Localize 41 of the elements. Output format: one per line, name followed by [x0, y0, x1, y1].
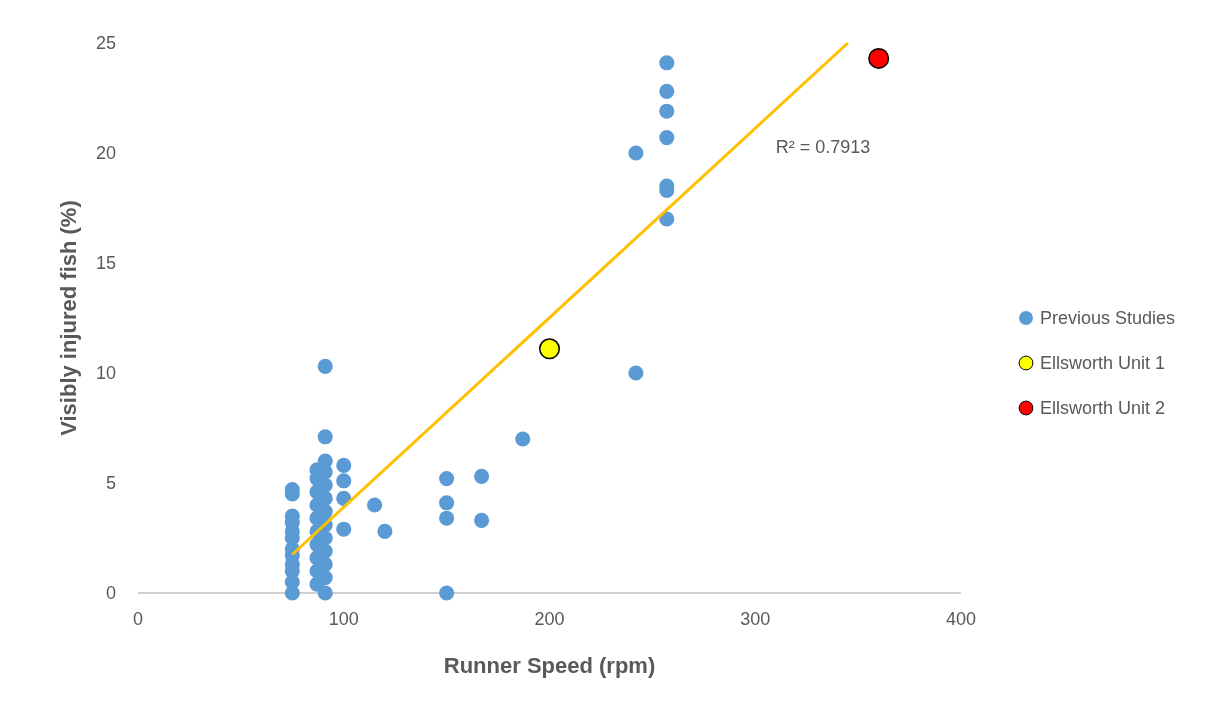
- x-axis-title: Runner Speed (rpm): [443, 653, 656, 678]
- point: [439, 510, 455, 526]
- point: [439, 495, 455, 511]
- point: [336, 521, 352, 537]
- x-tick-label: 0: [132, 609, 144, 629]
- y-tick-label: 0: [105, 583, 116, 603]
- point: [367, 497, 383, 513]
- legend-label: Previous Studies: [1040, 308, 1176, 328]
- y-tick-label: 20: [95, 143, 116, 163]
- point: [377, 523, 393, 539]
- point: [515, 431, 531, 447]
- point: [317, 429, 333, 445]
- x-tick-label: 300: [740, 609, 771, 629]
- y-axis-title: Visibly injured fish (%): [56, 200, 81, 436]
- point: [868, 47, 890, 69]
- x-tick-label: 100: [328, 609, 359, 629]
- point: [659, 130, 675, 146]
- point: [439, 585, 455, 601]
- x-tick-label: 400: [945, 609, 977, 629]
- point: [439, 471, 455, 487]
- legend-label: Ellsworth Unit 1: [1040, 353, 1166, 373]
- point: [659, 55, 675, 71]
- point: [317, 585, 333, 601]
- annotation: R² = 0.7913: [775, 137, 871, 157]
- point: [474, 468, 490, 484]
- point: [659, 83, 675, 99]
- point: [317, 358, 333, 374]
- legend-label: Ellsworth Unit 2: [1040, 398, 1166, 418]
- y-tick-label: 25: [95, 33, 116, 53]
- y-tick-label: 5: [105, 473, 116, 493]
- point: [336, 473, 352, 489]
- point: [628, 365, 644, 381]
- x-tick-label: 200: [534, 609, 565, 629]
- point: [474, 512, 490, 528]
- point: [628, 145, 644, 161]
- point: [538, 338, 561, 360]
- y-tick-label: 10: [95, 363, 116, 383]
- point: [336, 457, 352, 473]
- y-tick-label: 15: [95, 253, 116, 273]
- point: [317, 453, 333, 469]
- point: [659, 103, 675, 119]
